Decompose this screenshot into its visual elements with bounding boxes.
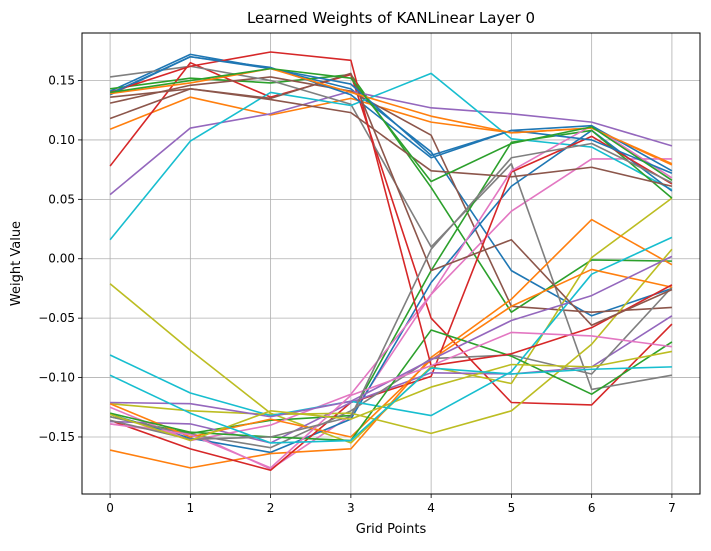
x-axis-label: Grid Points xyxy=(356,522,427,537)
y-tick-label: 0.05 xyxy=(48,192,75,206)
series-line-26 xyxy=(109,331,673,469)
x-tick-label: 3 xyxy=(347,501,355,515)
y-tick-label: 0.15 xyxy=(48,74,75,88)
y-tick-label: −0.15 xyxy=(38,430,75,444)
y-tick-label: 0.00 xyxy=(48,252,75,266)
x-tick-label: 5 xyxy=(508,501,516,515)
series-line-4 xyxy=(109,90,673,196)
series-line-7 xyxy=(109,65,673,391)
series-line-16 xyxy=(109,124,673,442)
plot-frame xyxy=(81,32,701,495)
series-line-28 xyxy=(109,350,673,442)
x-tick-label: 4 xyxy=(427,501,435,515)
axis-ticks: 0 1 2 3 4 5 6 7 −0.15 −0.10 −0.05 0.00 0.05 0.10 0.15 xyxy=(38,74,676,515)
y-axis-label: Weight Value xyxy=(9,221,24,306)
series-line-23 xyxy=(109,51,673,367)
series-line-22 xyxy=(109,329,673,442)
series-line-29 xyxy=(109,366,672,444)
y-tick-label: −0.05 xyxy=(38,311,75,325)
x-tick-label: 2 xyxy=(267,501,275,515)
chart-title: Learned Weights of KANLinear Layer 0 xyxy=(247,9,535,27)
x-tick-label: 1 xyxy=(187,501,195,515)
series-lines xyxy=(109,51,673,472)
series-line-18 xyxy=(110,248,673,435)
series-line-27 xyxy=(109,142,673,441)
series-line-19 xyxy=(109,236,673,417)
series-line-32 xyxy=(109,67,673,183)
series-line-13 xyxy=(109,135,673,472)
series-line-25 xyxy=(110,72,673,327)
y-tick-label: 0.10 xyxy=(48,133,75,147)
series-line-21 xyxy=(109,268,673,438)
x-tick-label: 6 xyxy=(588,501,596,515)
y-tick-label: −0.10 xyxy=(38,371,75,385)
x-tick-label: 7 xyxy=(668,501,676,515)
series-line-14 xyxy=(110,315,673,444)
series-line-30 xyxy=(109,55,673,174)
x-tick-label: 0 xyxy=(106,501,114,515)
